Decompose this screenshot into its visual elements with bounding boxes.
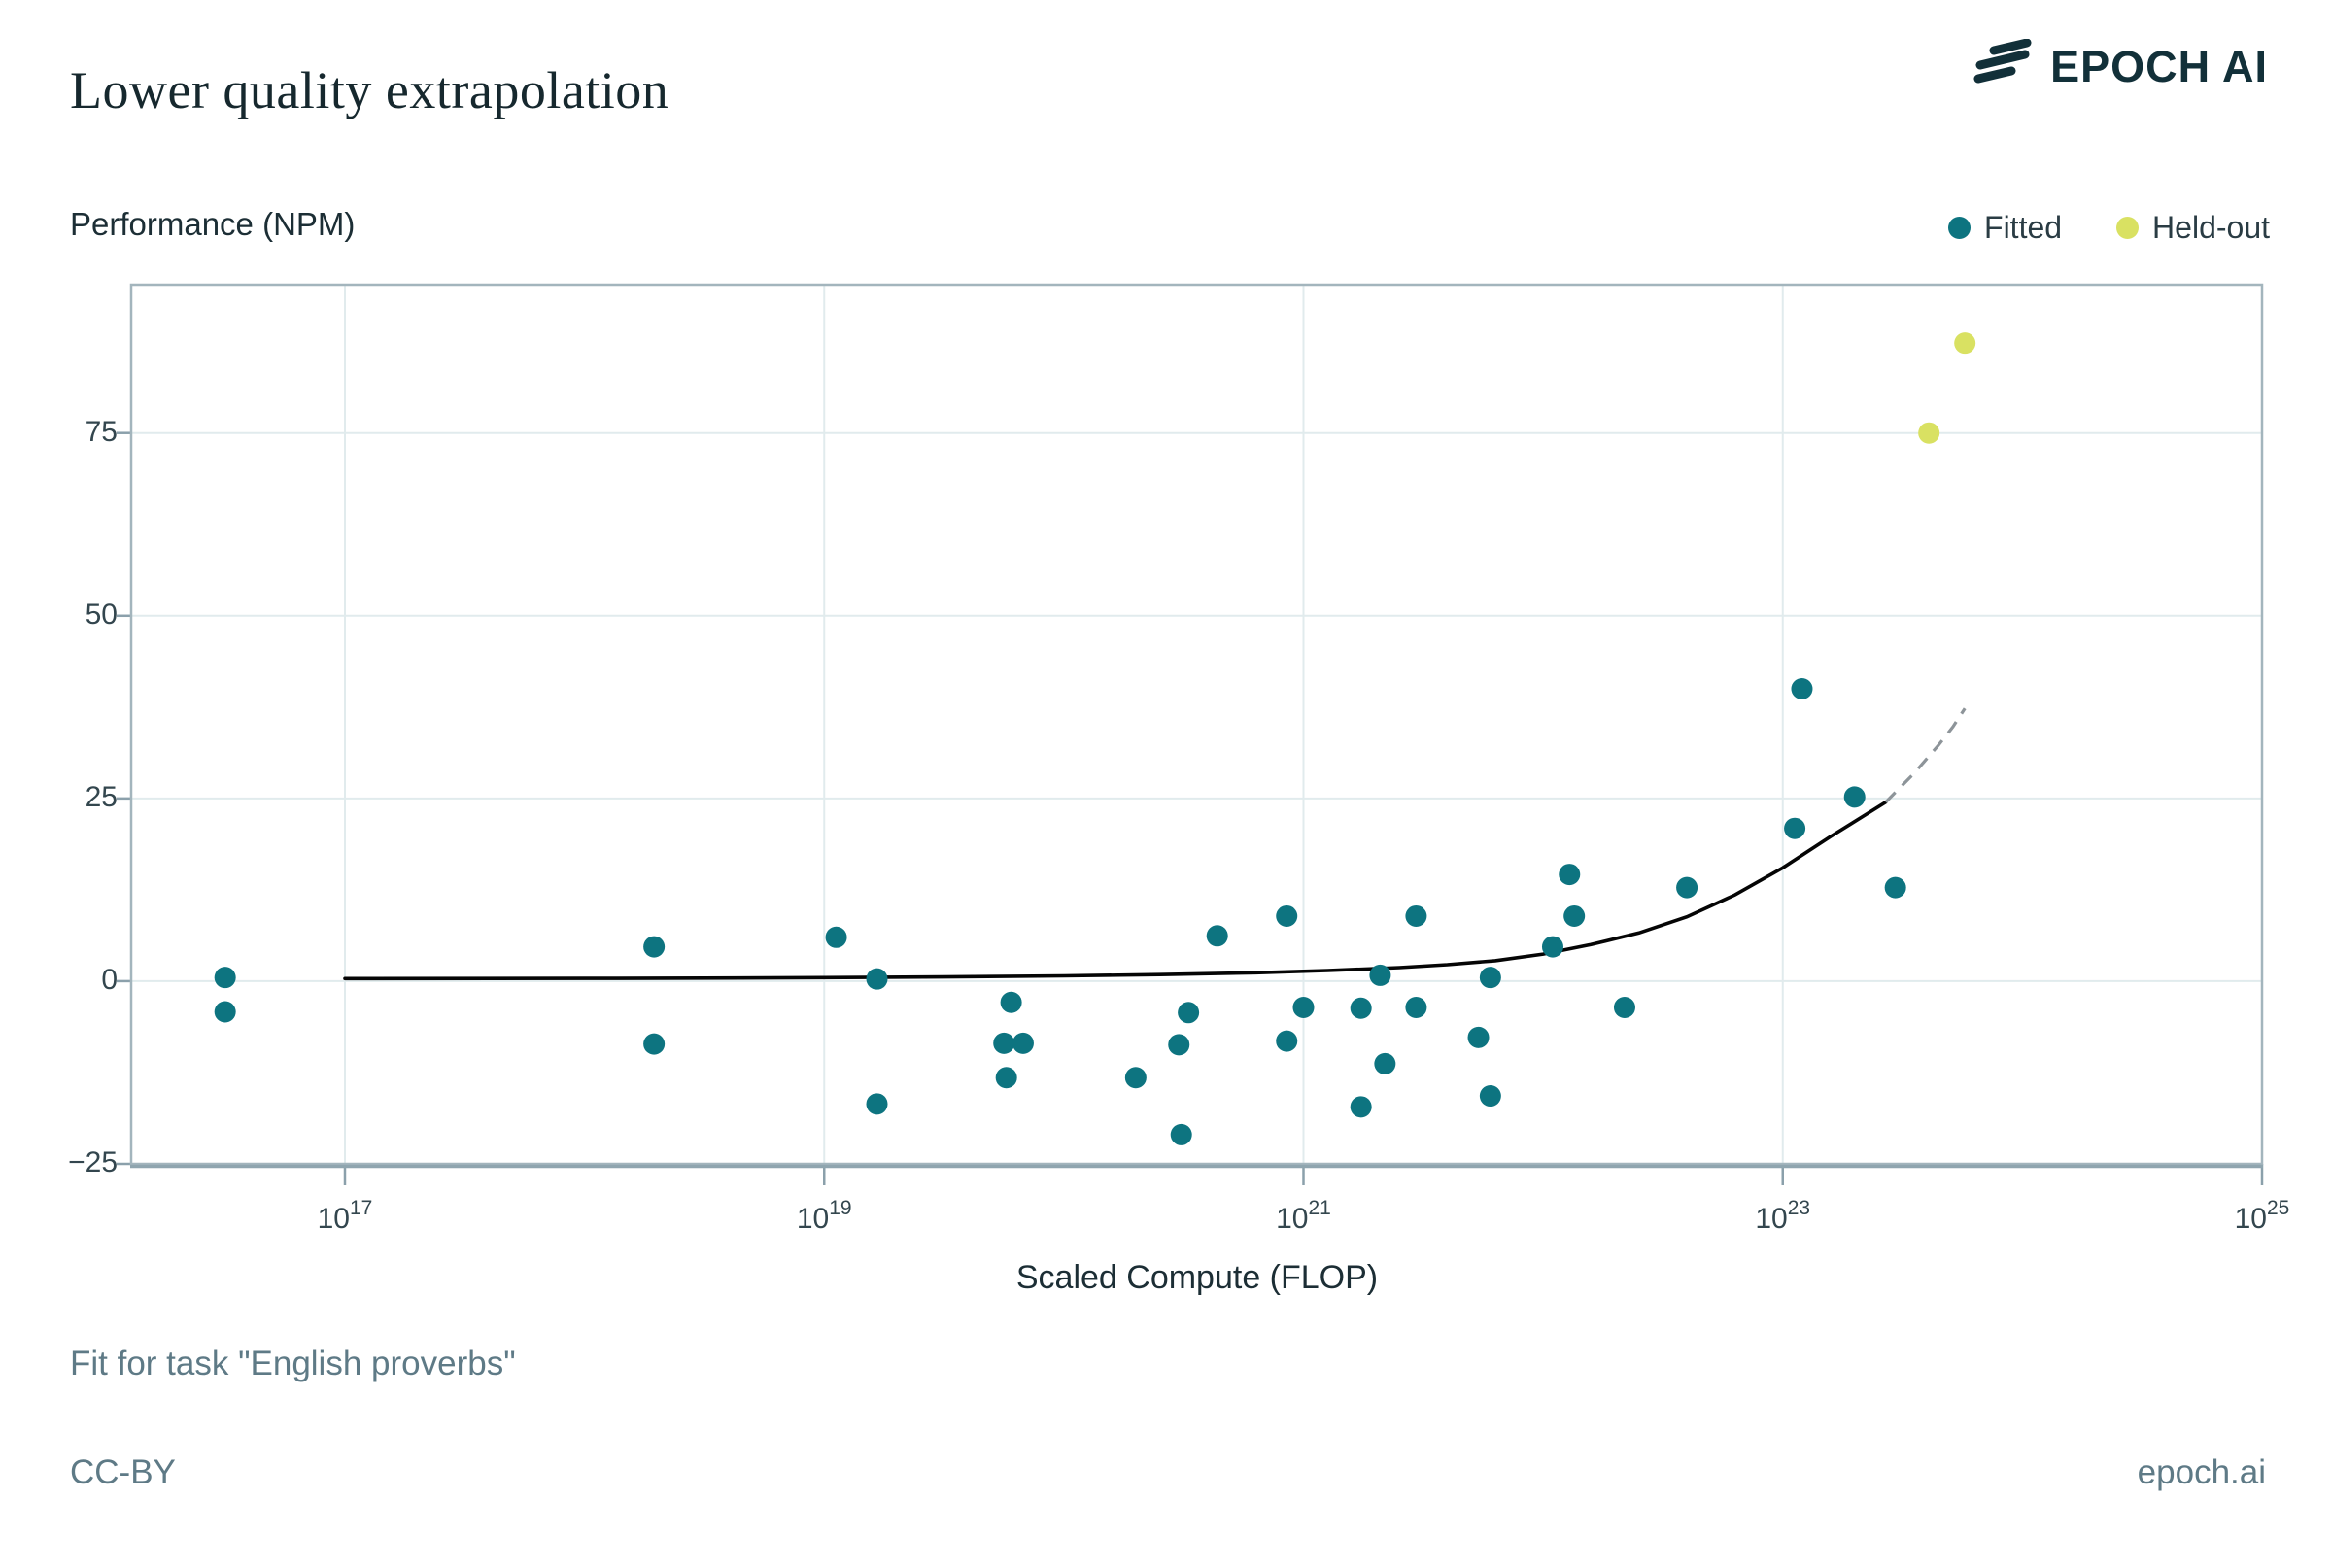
x-tick-label: 1021 — [1276, 1197, 1331, 1235]
data-point-fitted — [1206, 925, 1228, 947]
data-point-fitted — [1613, 997, 1635, 1019]
data-point-fitted — [643, 936, 666, 958]
plot-border — [129, 283, 2264, 1166]
data-point-fitted — [1276, 1030, 1298, 1052]
data-point-fitted — [1170, 1123, 1192, 1145]
data-point-fitted — [1559, 864, 1581, 886]
fit-task-note: Fit for task "English proverbs" — [70, 1345, 516, 1382]
page-title: Lower quality extrapolation — [70, 61, 669, 119]
fit-curve-solid — [343, 800, 1888, 981]
legend: Fitted Held-out — [1948, 210, 2270, 246]
data-point-fitted — [1124, 1067, 1147, 1089]
x-tick-label: 1025 — [2234, 1197, 2290, 1235]
data-point-fitted — [1178, 1002, 1200, 1024]
data-point-fitted — [995, 1067, 1017, 1089]
data-point-fitted — [1541, 936, 1563, 958]
y-tick-label: −25 — [68, 1146, 118, 1178]
data-point-fitted — [214, 967, 236, 989]
data-point-fitted — [214, 1001, 236, 1023]
y-tick-label: 50 — [85, 597, 118, 631]
data-point-fitted — [643, 1033, 666, 1055]
data-point-fitted — [1843, 786, 1866, 808]
data-point-fitted — [1369, 964, 1391, 986]
brand-name: EPOCH AI — [2050, 41, 2268, 91]
x-tick-label: 1017 — [317, 1197, 373, 1235]
data-point-held-out — [1918, 422, 1940, 444]
data-point-fitted — [1479, 1085, 1501, 1108]
x-tick-label: 1019 — [796, 1197, 852, 1235]
data-point-fitted — [1292, 997, 1315, 1019]
y-axis-title: Performance (NPM) — [70, 206, 356, 242]
data-point-fitted — [825, 926, 847, 948]
epoch-logo-icon — [1972, 38, 2033, 94]
fitted-dot-icon — [1948, 217, 1972, 239]
data-point-fitted — [1676, 876, 1698, 899]
data-point-fitted — [1791, 678, 1813, 700]
data-point-fitted — [1479, 967, 1501, 989]
held-out-dot-icon — [2116, 217, 2140, 239]
legend-item-held-out[interactable]: Held-out — [2116, 210, 2270, 246]
data-point-fitted — [1350, 997, 1372, 1019]
data-point-fitted — [1405, 904, 1427, 927]
brand-lockup: EPOCH AI — [1972, 38, 2268, 94]
data-point-fitted — [1350, 1096, 1372, 1118]
data-point-fitted — [866, 1093, 888, 1115]
y-tick-label: 75 — [85, 415, 118, 448]
x-axis-title: Scaled Compute (FLOP) — [1015, 1259, 1379, 1296]
legend-label-held-out: Held-out — [2152, 210, 2270, 245]
legend-item-fitted[interactable]: Fitted — [1948, 210, 2062, 246]
x-tick-label: 1023 — [1755, 1197, 1811, 1235]
y-tick-label: 0 — [101, 963, 118, 996]
data-point-fitted — [1784, 817, 1806, 839]
data-point-fitted — [1467, 1026, 1490, 1048]
site-link[interactable]: epoch.ai — [2137, 1453, 2266, 1491]
y-tick-label: 25 — [85, 780, 118, 813]
data-point-fitted — [1168, 1034, 1190, 1056]
data-point-fitted — [993, 1032, 1015, 1054]
fit-curve-extrapolation-dashed — [1884, 707, 1967, 803]
data-point-fitted — [1405, 997, 1427, 1019]
data-point-fitted — [866, 968, 888, 990]
data-point-fitted — [1563, 904, 1586, 927]
legend-label-fitted: Fitted — [1984, 210, 2063, 245]
data-point-fitted — [1374, 1052, 1396, 1074]
data-point-fitted — [1000, 991, 1022, 1013]
data-point-fitted — [1276, 904, 1298, 927]
data-point-fitted — [1884, 876, 1906, 899]
data-point-fitted — [1012, 1032, 1034, 1054]
data-point-held-out — [1954, 332, 1976, 355]
license-label: CC-BY — [70, 1453, 176, 1491]
